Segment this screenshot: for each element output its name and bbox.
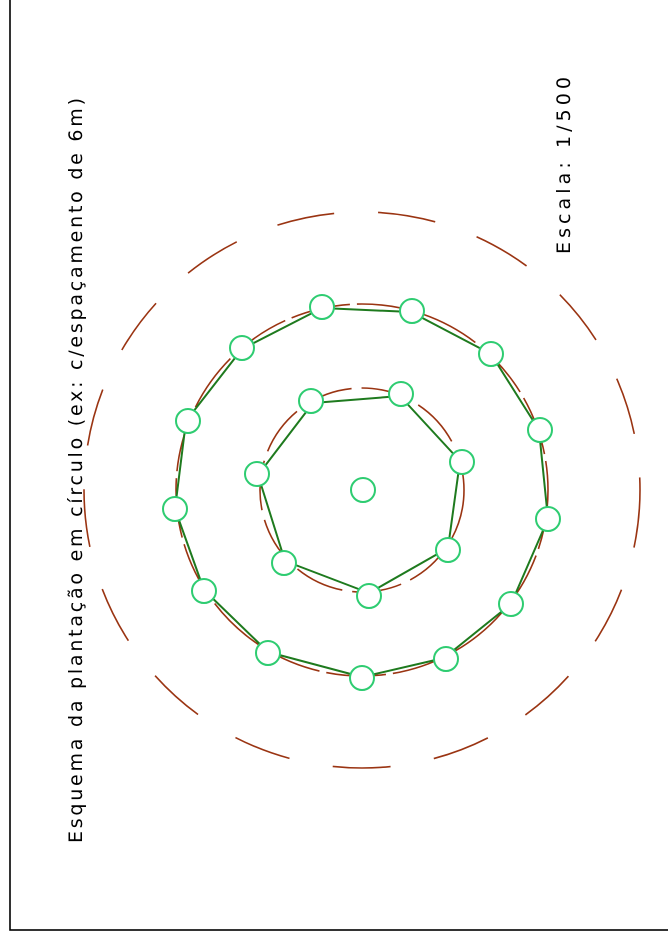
diagram-title: Esquema da plantação em círculo (ex: c/e… bbox=[65, 98, 87, 843]
middle-ring-polygon bbox=[174, 307, 549, 678]
inner-ring-tree bbox=[244, 461, 270, 487]
inner-ring-polygon bbox=[257, 395, 461, 594]
middle-ring-tree bbox=[433, 646, 459, 672]
middle-ring-tree bbox=[162, 496, 188, 522]
middle-ring-tree bbox=[527, 417, 553, 443]
middle-ring-tree bbox=[498, 591, 524, 617]
inner-ring-tree bbox=[388, 381, 414, 407]
trees bbox=[162, 294, 561, 691]
middle-ring-tree bbox=[309, 294, 335, 320]
drawing-frame bbox=[9, 0, 668, 931]
middle-ring-tree bbox=[478, 341, 504, 367]
scale-label: Escala: 1/500 bbox=[553, 77, 575, 254]
middle-ring-tree bbox=[255, 640, 281, 666]
middle-ring-tree bbox=[399, 298, 425, 324]
middle-ring-tree bbox=[349, 665, 375, 691]
outer-dashed-circle bbox=[83, 211, 641, 769]
inner-ring-tree bbox=[435, 537, 461, 563]
inner-ring-tree bbox=[271, 550, 297, 576]
inner-ring-tree bbox=[298, 388, 324, 414]
middle-ring-tree bbox=[229, 335, 255, 361]
center-tree bbox=[350, 477, 376, 503]
middle-ring-tree bbox=[535, 506, 561, 532]
ring-polygons bbox=[174, 307, 549, 678]
inner-ring-tree bbox=[356, 583, 382, 609]
inner-ring-tree bbox=[449, 449, 475, 475]
middle-ring-tree bbox=[191, 578, 217, 604]
middle-ring-tree bbox=[175, 408, 201, 434]
